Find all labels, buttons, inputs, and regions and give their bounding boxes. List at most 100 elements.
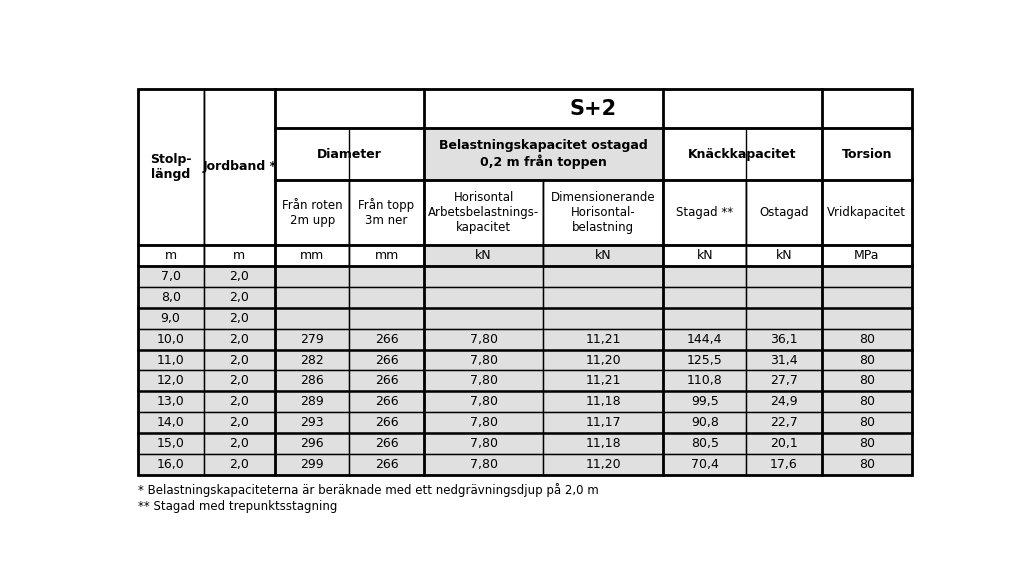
Bar	[275, 391, 349, 412]
Bar	[664, 454, 746, 475]
Bar	[204, 89, 275, 245]
Text: Stagad **: Stagad **	[676, 206, 733, 219]
Text: 2,0: 2,0	[229, 374, 249, 388]
Bar	[821, 287, 912, 308]
Bar	[204, 308, 275, 329]
Bar	[349, 180, 424, 245]
Bar	[424, 391, 544, 412]
Bar	[746, 266, 821, 287]
Bar	[275, 308, 349, 329]
Bar	[137, 350, 204, 370]
Text: kN: kN	[775, 249, 793, 262]
Text: 80: 80	[859, 333, 874, 346]
Bar	[746, 454, 821, 475]
Bar	[275, 370, 349, 391]
Bar	[424, 266, 544, 287]
Text: Dimensionerande
Horisontal-
belastning: Dimensionerande Horisontal- belastning	[551, 191, 655, 234]
Bar	[664, 433, 746, 454]
Text: 266: 266	[375, 395, 398, 408]
Bar	[275, 128, 424, 180]
Bar	[664, 370, 746, 391]
Text: 144,4: 144,4	[687, 333, 723, 346]
Bar	[544, 180, 664, 245]
Bar	[821, 350, 912, 370]
Text: Från topp
3m ner: Från topp 3m ner	[358, 198, 415, 227]
Text: kN: kN	[595, 249, 611, 262]
Text: 11,18: 11,18	[586, 437, 621, 450]
Bar	[544, 412, 664, 433]
Text: Jordband *: Jordband *	[203, 161, 276, 173]
Text: 99,5: 99,5	[691, 395, 719, 408]
Bar	[349, 391, 424, 412]
Text: Diameter: Diameter	[316, 148, 382, 161]
Bar	[544, 433, 664, 454]
Bar	[746, 391, 821, 412]
Text: 7,80: 7,80	[470, 437, 498, 450]
Text: 266: 266	[375, 437, 398, 450]
Text: 7,0: 7,0	[161, 270, 180, 283]
Text: Knäckkapacitet: Knäckkapacitet	[688, 148, 797, 161]
Text: 24,9: 24,9	[770, 395, 798, 408]
Text: S+2: S+2	[570, 98, 617, 119]
Text: * Belastningskapaciteterna är beräknade med ett nedgrävningsdjup på 2,0 m: * Belastningskapaciteterna är beräknade …	[137, 483, 598, 497]
Text: 2,0: 2,0	[229, 354, 249, 366]
Bar	[204, 370, 275, 391]
Text: 11,21: 11,21	[586, 333, 621, 346]
Text: 266: 266	[375, 333, 398, 346]
Bar	[664, 412, 746, 433]
Bar	[746, 370, 821, 391]
Bar	[349, 308, 424, 329]
Text: 14,0: 14,0	[157, 416, 184, 429]
Text: MPa: MPa	[854, 249, 880, 262]
Bar	[424, 454, 544, 475]
Text: Från roten
2m upp: Från roten 2m upp	[282, 199, 342, 226]
Text: 2,0: 2,0	[229, 291, 249, 304]
Bar	[821, 308, 912, 329]
Bar	[137, 329, 204, 350]
Text: 296: 296	[300, 437, 324, 450]
Bar	[137, 245, 204, 266]
Bar	[349, 454, 424, 475]
Text: 293: 293	[300, 416, 324, 429]
Text: 299: 299	[300, 458, 324, 471]
Text: 2,0: 2,0	[229, 416, 249, 429]
Bar	[137, 266, 204, 287]
Text: 11,17: 11,17	[586, 416, 621, 429]
Bar	[424, 350, 544, 370]
Bar	[204, 454, 275, 475]
Text: mm: mm	[375, 249, 398, 262]
Text: 2,0: 2,0	[229, 270, 249, 283]
Bar	[275, 350, 349, 370]
Text: 7,80: 7,80	[470, 354, 498, 366]
Bar	[821, 370, 912, 391]
Text: 266: 266	[375, 416, 398, 429]
Text: 125,5: 125,5	[687, 354, 723, 366]
Text: 13,0: 13,0	[157, 395, 184, 408]
Bar	[664, 266, 746, 287]
Bar	[746, 433, 821, 454]
Bar	[349, 350, 424, 370]
Bar	[137, 391, 204, 412]
Text: 9,0: 9,0	[161, 312, 180, 325]
Text: 7,80: 7,80	[470, 416, 498, 429]
Text: Ostagad: Ostagad	[759, 206, 809, 219]
Text: 36,1: 36,1	[770, 333, 798, 346]
Bar	[424, 308, 544, 329]
Text: m: m	[233, 249, 246, 262]
Text: 7,80: 7,80	[470, 374, 498, 388]
Bar	[137, 308, 204, 329]
Text: 11,0: 11,0	[157, 354, 184, 366]
Bar	[349, 433, 424, 454]
Text: 80: 80	[859, 395, 874, 408]
Bar	[275, 412, 349, 433]
Bar	[204, 245, 275, 266]
Text: Horisontal
Arbetsbelastnings-
kapacitet: Horisontal Arbetsbelastnings- kapacitet	[428, 191, 540, 234]
Bar	[544, 370, 664, 391]
Bar	[204, 287, 275, 308]
Bar	[821, 391, 912, 412]
Bar	[664, 245, 746, 266]
Text: 2,0: 2,0	[229, 395, 249, 408]
Bar	[544, 266, 664, 287]
Bar	[746, 308, 821, 329]
Bar	[821, 245, 912, 266]
